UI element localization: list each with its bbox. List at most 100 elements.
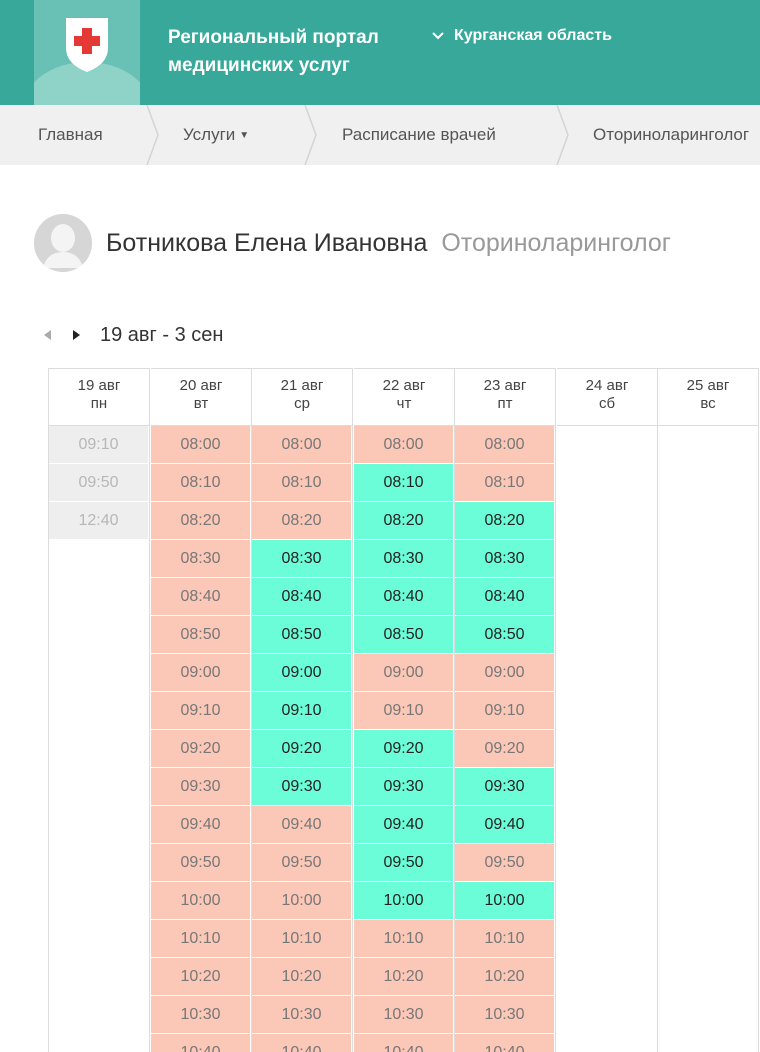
portal-logo[interactable] <box>34 0 140 105</box>
time-slot-busy: 10:30 <box>455 996 555 1034</box>
breadcrumb: Главная Услуги ▼ Расписание врачей Оторин… <box>0 105 760 165</box>
time-slot-busy: 08:10 <box>151 464 251 502</box>
time-slot-busy: 10:40 <box>455 1034 555 1052</box>
time-slot-free[interactable]: 08:50 <box>252 616 352 654</box>
time-slot-busy: 10:10 <box>151 920 251 958</box>
day-column: 24 авг сб <box>557 368 658 1052</box>
time-slot-busy: 10:40 <box>354 1034 454 1052</box>
day-weekday: чт <box>396 395 412 412</box>
breadcrumb-services[interactable]: Услуги ▼ <box>183 105 249 165</box>
arrow-right-icon <box>73 330 80 340</box>
day-header: 24 авг сб <box>557 368 657 426</box>
day-header: 21 авг ср <box>252 368 352 426</box>
time-slot-busy: 10:30 <box>252 996 352 1034</box>
day-weekday: сб <box>598 395 616 412</box>
arrow-left-icon <box>44 330 51 340</box>
breadcrumb-home[interactable]: Главная <box>38 125 103 144</box>
time-slot-busy: 10:30 <box>151 996 251 1034</box>
day-date: 22 авг <box>382 377 426 394</box>
chevron-down-icon <box>432 32 444 40</box>
day-date: 24 авг <box>585 377 629 394</box>
doctor-name: Ботникова Елена Ивановна <box>106 228 428 257</box>
day-date: 25 авг <box>686 377 730 394</box>
time-slot-free[interactable]: 08:50 <box>455 616 555 654</box>
time-slot-free[interactable]: 08:10 <box>354 464 454 502</box>
time-slot-busy: 08:00 <box>354 426 454 464</box>
time-slot-busy: 10:30 <box>354 996 454 1034</box>
day-header: 23 авг пт <box>455 368 555 426</box>
time-slot-busy: 09:20 <box>151 730 251 768</box>
time-slot-free[interactable]: 08:30 <box>354 540 454 578</box>
breadcrumb-separator <box>146 105 159 165</box>
time-slot-free[interactable]: 09:30 <box>252 768 352 806</box>
time-slot-busy: 08:10 <box>455 464 555 502</box>
breadcrumb-schedule[interactable]: Расписание врачей <box>342 125 496 144</box>
time-slot-busy: 09:10 <box>354 692 454 730</box>
day-column: 21 авг ср 08:00 08:10 08:20 08:30 08:40 08:50 09… <box>252 368 353 1052</box>
time-slot-busy: 08:20 <box>151 502 251 540</box>
time-slot-busy: 09:00 <box>455 654 555 692</box>
breadcrumb-current[interactable]: Оториноларинголог <box>593 125 750 144</box>
time-slot-busy: 10:40 <box>252 1034 352 1052</box>
breadcrumb-services-label: Услуги <box>183 125 236 144</box>
time-slot-busy: 09:00 <box>151 654 251 692</box>
time-slot-free[interactable]: 08:50 <box>354 616 454 654</box>
next-week-button[interactable] <box>68 326 86 344</box>
time-slot-busy: 08:40 <box>151 578 251 616</box>
time-slot-free[interactable]: 08:20 <box>354 502 454 540</box>
time-slot-free[interactable]: 09:30 <box>354 768 454 806</box>
time-slot-busy: 09:40 <box>151 806 251 844</box>
time-slot-free[interactable]: 08:40 <box>354 578 454 616</box>
time-slot-busy: 08:30 <box>151 540 251 578</box>
time-slot-free[interactable]: 08:30 <box>252 540 352 578</box>
time-slot-busy: 09:30 <box>151 768 251 806</box>
time-slot-free[interactable]: 09:30 <box>455 768 555 806</box>
day-column: 23 авг пт 08:00 08:10 08:20 08:30 08:40 08:50 09… <box>455 368 556 1052</box>
doctor-specialty: Оториноларинголог <box>441 228 671 257</box>
time-slot-busy: 10:10 <box>455 920 555 958</box>
time-slot-free[interactable]: 08:40 <box>455 578 555 616</box>
time-slot-free[interactable]: 09:40 <box>455 806 555 844</box>
time-slot-past: 09:10 <box>49 426 149 464</box>
time-slot-busy: 08:50 <box>151 616 251 654</box>
time-slot-busy: 10:20 <box>354 958 454 996</box>
time-slot-free[interactable]: 08:30 <box>455 540 555 578</box>
caret-down-icon: ▼ <box>239 129 250 141</box>
time-slot-free[interactable]: 09:20 <box>252 730 352 768</box>
day-weekday: вс <box>700 395 716 412</box>
time-slot-busy: 08:10 <box>252 464 352 502</box>
time-slot-free[interactable]: 08:20 <box>455 502 555 540</box>
region-selector[interactable]: Курганская область <box>430 27 612 45</box>
time-slot-busy: 09:40 <box>252 806 352 844</box>
day-date: 23 авг <box>483 377 527 394</box>
time-slot-busy: 10:20 <box>455 958 555 996</box>
time-slot-free[interactable]: 09:50 <box>354 844 454 882</box>
time-slot-busy: 09:00 <box>354 654 454 692</box>
time-slot-free[interactable]: 09:40 <box>354 806 454 844</box>
time-slot-free[interactable]: 09:00 <box>252 654 352 692</box>
time-slot-busy: 09:50 <box>151 844 251 882</box>
region-label: Курганская область <box>454 27 612 44</box>
day-column: 20 авг вт 08:00 08:10 08:20 08:30 08:40 08:50 09… <box>151 368 252 1052</box>
time-slot-busy: 09:50 <box>252 844 352 882</box>
day-weekday: пн <box>90 395 108 412</box>
time-slot-busy: 10:00 <box>252 882 352 920</box>
time-slot-busy: 10:20 <box>151 958 251 996</box>
time-slot-free[interactable]: 10:00 <box>354 882 454 920</box>
avatar <box>34 214 92 272</box>
week-range: 19 авг - 3 сен <box>100 323 224 346</box>
time-slot-free[interactable]: 08:40 <box>252 578 352 616</box>
time-slot-busy: 10:00 <box>151 882 251 920</box>
site-header: Региональный портал медицинских услуг Ку… <box>0 0 760 105</box>
prev-week-button[interactable] <box>38 326 56 344</box>
portal-title[interactable]: Региональный портал медицинских услуг <box>168 27 379 76</box>
day-column: 22 авг чт 08:00 08:10 08:20 08:30 08:40 08:50 09… <box>354 368 455 1052</box>
time-slot-busy: 09:10 <box>455 692 555 730</box>
time-slot-free[interactable]: 10:00 <box>455 882 555 920</box>
time-slot-busy: 10:40 <box>151 1034 251 1052</box>
day-header: 22 авг чт <box>354 368 454 426</box>
time-slot-free[interactable]: 09:10 <box>252 692 352 730</box>
time-slot-free[interactable]: 09:20 <box>354 730 454 768</box>
day-date: 21 авг <box>280 377 324 394</box>
day-column: 25 авг вс <box>658 368 759 1052</box>
